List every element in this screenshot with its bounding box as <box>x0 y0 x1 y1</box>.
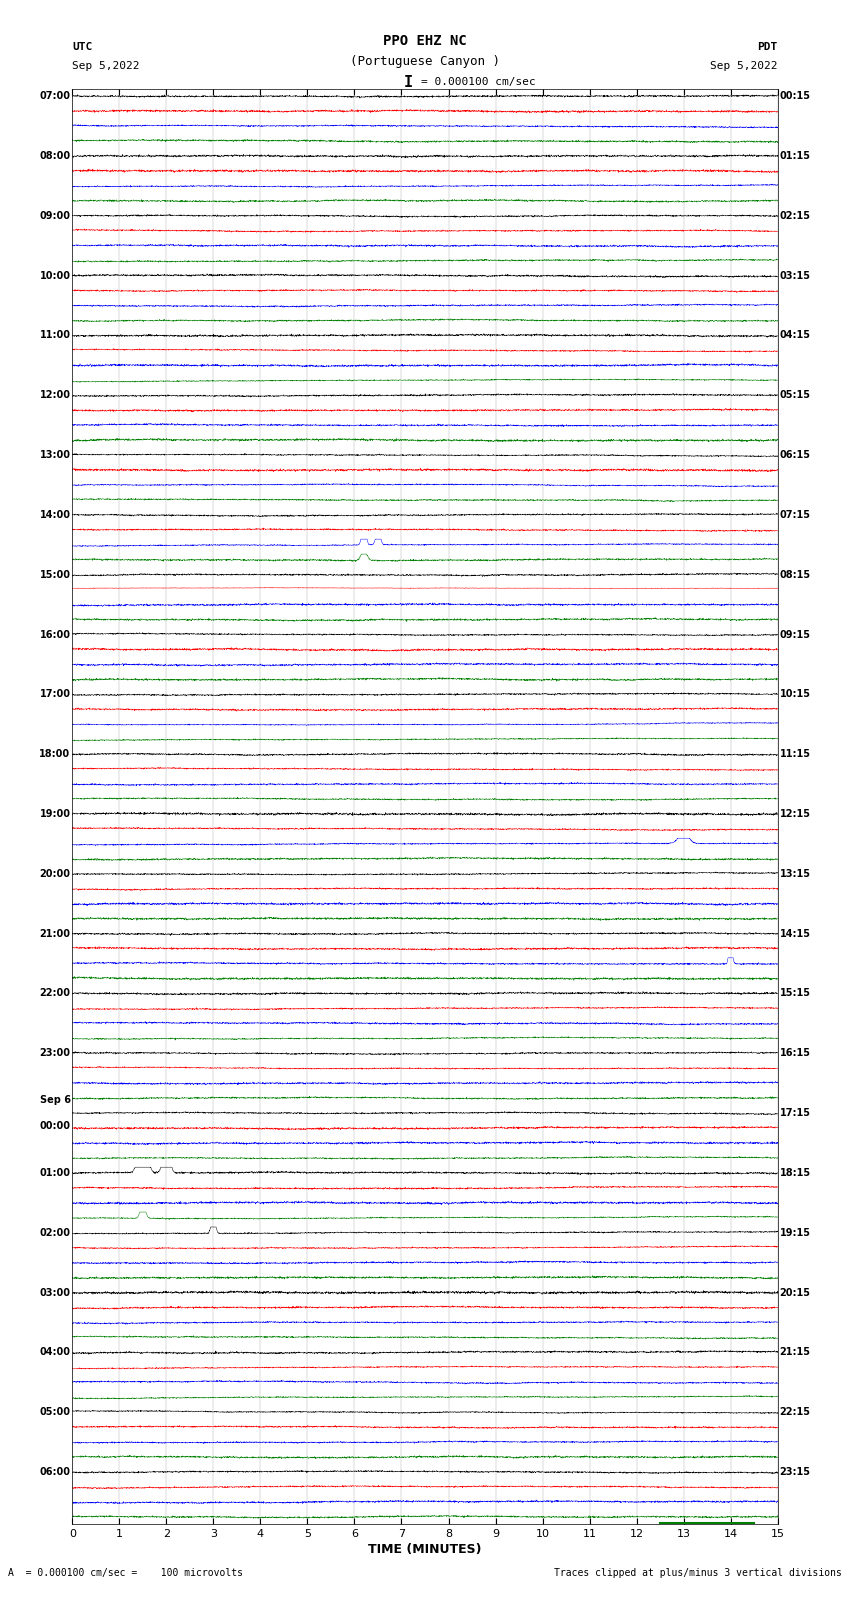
Text: 03:15: 03:15 <box>779 271 810 281</box>
Text: Sep 5,2022: Sep 5,2022 <box>72 61 139 71</box>
Text: 16:15: 16:15 <box>779 1048 810 1058</box>
Text: Sep 6: Sep 6 <box>40 1095 71 1105</box>
Text: 12:15: 12:15 <box>779 810 810 819</box>
Text: 06:00: 06:00 <box>40 1466 71 1478</box>
Text: 00:15: 00:15 <box>779 92 810 102</box>
Text: 10:15: 10:15 <box>779 689 810 700</box>
Text: 21:00: 21:00 <box>40 929 71 939</box>
Text: 01:00: 01:00 <box>40 1168 71 1177</box>
Text: PPO EHZ NC: PPO EHZ NC <box>383 34 467 48</box>
Text: 00:00: 00:00 <box>40 1121 71 1131</box>
Text: 12:00: 12:00 <box>40 390 71 400</box>
Text: 23:15: 23:15 <box>779 1466 810 1478</box>
Text: 09:00: 09:00 <box>40 211 71 221</box>
Text: Traces clipped at plus/minus 3 vertical divisions: Traces clipped at plus/minus 3 vertical … <box>553 1568 842 1578</box>
Text: 22:15: 22:15 <box>779 1407 810 1418</box>
Text: 03:00: 03:00 <box>40 1287 71 1297</box>
Text: 11:15: 11:15 <box>779 748 810 760</box>
Text: 17:00: 17:00 <box>40 689 71 700</box>
Text: 05:00: 05:00 <box>40 1407 71 1418</box>
Text: A  = 0.000100 cm/sec =    100 microvolts: A = 0.000100 cm/sec = 100 microvolts <box>8 1568 243 1578</box>
Text: 04:00: 04:00 <box>40 1347 71 1357</box>
Text: 02:00: 02:00 <box>40 1227 71 1237</box>
Text: 08:15: 08:15 <box>779 569 811 579</box>
Text: 09:15: 09:15 <box>779 629 810 639</box>
Text: 19:15: 19:15 <box>779 1227 810 1237</box>
Text: 06:15: 06:15 <box>779 450 810 460</box>
Text: 23:00: 23:00 <box>40 1048 71 1058</box>
Text: (Portuguese Canyon ): (Portuguese Canyon ) <box>350 55 500 68</box>
Text: 10:00: 10:00 <box>40 271 71 281</box>
Text: UTC: UTC <box>72 42 93 52</box>
Text: 17:15: 17:15 <box>779 1108 810 1118</box>
Text: 19:00: 19:00 <box>40 810 71 819</box>
Text: 05:15: 05:15 <box>779 390 810 400</box>
Text: 22:00: 22:00 <box>40 989 71 998</box>
Text: = 0.000100 cm/sec: = 0.000100 cm/sec <box>421 77 536 87</box>
Text: 08:00: 08:00 <box>39 152 71 161</box>
Text: 15:15: 15:15 <box>779 989 810 998</box>
Text: 18:00: 18:00 <box>39 748 71 760</box>
Text: 13:15: 13:15 <box>779 869 810 879</box>
Text: 07:15: 07:15 <box>779 510 810 519</box>
Text: 13:00: 13:00 <box>40 450 71 460</box>
Text: 02:15: 02:15 <box>779 211 810 221</box>
Text: PDT: PDT <box>757 42 778 52</box>
Text: 07:00: 07:00 <box>40 92 71 102</box>
Text: 01:15: 01:15 <box>779 152 810 161</box>
Text: 21:15: 21:15 <box>779 1347 810 1357</box>
Text: 20:00: 20:00 <box>40 869 71 879</box>
Text: 20:15: 20:15 <box>779 1287 810 1297</box>
X-axis label: TIME (MINUTES): TIME (MINUTES) <box>368 1544 482 1557</box>
Text: 15:00: 15:00 <box>40 569 71 579</box>
Text: 11:00: 11:00 <box>40 331 71 340</box>
Text: 14:00: 14:00 <box>40 510 71 519</box>
Text: 04:15: 04:15 <box>779 331 810 340</box>
Text: 18:15: 18:15 <box>779 1168 811 1177</box>
Text: 14:15: 14:15 <box>779 929 810 939</box>
Text: 16:00: 16:00 <box>40 629 71 639</box>
Text: Sep 5,2022: Sep 5,2022 <box>711 61 778 71</box>
Text: I: I <box>404 74 412 90</box>
